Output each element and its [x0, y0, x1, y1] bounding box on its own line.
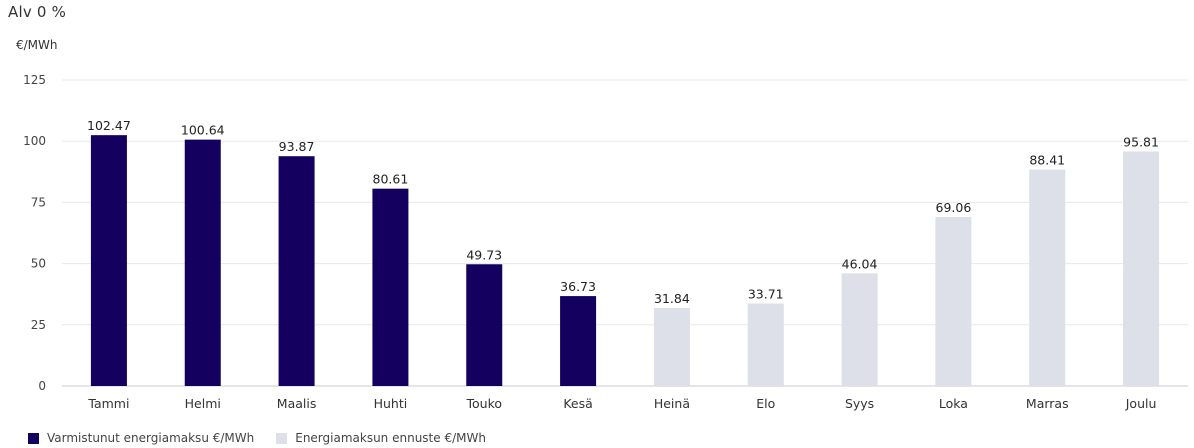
x-tick-label: Tammi [87, 396, 129, 411]
y-axis-unit-label: €/MWh [16, 38, 58, 52]
data-label: 100.64 [181, 123, 225, 138]
data-label: 102.47 [87, 118, 131, 133]
x-tick-label: Maalis [277, 396, 317, 411]
x-tick-label: Heinä [654, 396, 690, 411]
data-label: 31.84 [654, 291, 690, 306]
bar [747, 303, 784, 386]
y-tick-label: 75 [31, 195, 46, 209]
legend-label-forecast: Energiamaksun ennuste €/MWh [295, 431, 486, 445]
legend-label-confirmed: Varmistunut energiamaksu €/MWh [47, 431, 255, 445]
x-tick-label: Elo [756, 396, 775, 411]
bar [1029, 169, 1066, 386]
data-label: 80.61 [373, 172, 409, 187]
legend-swatch-confirmed [28, 432, 39, 444]
bar [466, 264, 503, 386]
x-tick-label: Syys [845, 396, 874, 411]
x-tick-label: Marras [1026, 396, 1069, 411]
legend-item-forecast[interactable]: Energiamaksun ennuste €/MWh [276, 431, 486, 445]
legend-swatch-forecast [276, 432, 288, 444]
data-label: 69.06 [936, 200, 972, 215]
y-tick-label: 25 [31, 318, 46, 332]
legend: Varmistunut energiamaksu €/MWh Energiama… [28, 431, 508, 445]
data-label: 33.71 [748, 286, 784, 301]
bar-chart: 0 25 50 75 100 125 Tammi Helmi Maalis Huhti Touko K… [23, 73, 1188, 411]
x-tick-label: Huhti [374, 396, 408, 411]
bar [90, 135, 127, 386]
data-label: 93.87 [279, 139, 315, 154]
bar [372, 188, 409, 386]
bar [278, 156, 315, 386]
bar [184, 139, 221, 386]
bar [1123, 151, 1160, 386]
data-label: 88.41 [1029, 153, 1065, 168]
chart-title: Alv 0 % [8, 3, 67, 21]
bar [841, 273, 878, 386]
y-tick-label: 0 [38, 379, 46, 393]
bar [935, 216, 972, 386]
data-label: 49.73 [466, 247, 502, 262]
x-tick-label: Joulu [1125, 396, 1157, 411]
x-tick-label: Loka [939, 396, 968, 411]
y-tick-label: 50 [31, 257, 46, 271]
x-tick-label: Touko [465, 396, 502, 411]
bar [560, 296, 597, 386]
y-tick-label: 125 [23, 73, 46, 87]
y-tick-label: 100 [23, 134, 46, 148]
legend-item-confirmed[interactable]: Varmistunut energiamaksu €/MWh [28, 431, 254, 445]
x-tick-label: Helmi [185, 396, 221, 411]
data-label: 46.04 [842, 256, 878, 271]
x-tick-label: Kesä [563, 396, 592, 411]
bar [653, 308, 690, 386]
data-label: 95.81 [1123, 134, 1159, 149]
data-label: 36.73 [560, 279, 596, 294]
